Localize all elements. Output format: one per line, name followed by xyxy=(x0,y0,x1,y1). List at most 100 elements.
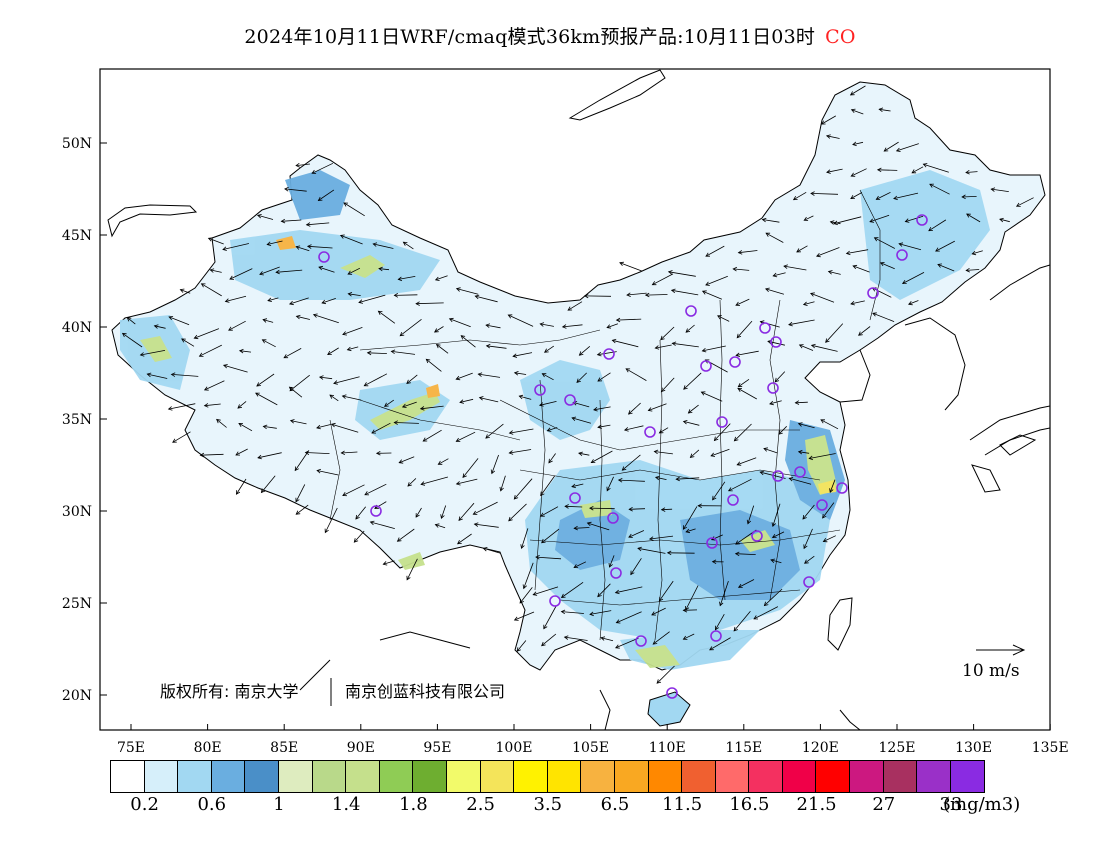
wind-arrowhead xyxy=(415,301,420,306)
wind-arrow xyxy=(311,162,334,174)
wind-arrow xyxy=(625,368,647,381)
wind-arrow xyxy=(571,483,584,488)
wind-arrowhead xyxy=(683,385,688,390)
wind-arrowhead xyxy=(199,452,205,458)
wind-arrow xyxy=(222,243,249,250)
wind-arrowhead xyxy=(567,306,573,311)
wind-arrowhead xyxy=(965,267,970,273)
colorbar-label: 27 xyxy=(872,794,896,815)
colorbar-label: 0.2 xyxy=(130,794,159,815)
title-text: 2024年10月11日WRF/cmaq模式36km预报产品:10月11日03时 xyxy=(244,26,816,48)
wind-arrowhead xyxy=(804,559,809,564)
wind-arrowhead xyxy=(207,237,213,242)
wind-arrow xyxy=(702,345,726,352)
wind-arrowhead xyxy=(266,241,272,246)
wind-arrow xyxy=(799,344,814,351)
wind-arrow xyxy=(483,547,501,554)
wind-arrowhead xyxy=(474,294,480,300)
wind-arrow xyxy=(825,323,844,343)
wind-arrow xyxy=(341,451,358,454)
wind-arrow xyxy=(876,191,891,200)
wind-arrow xyxy=(578,452,590,456)
wind-arrowhead xyxy=(237,404,242,409)
wind-arrow xyxy=(823,535,836,542)
wind-arrowhead xyxy=(656,679,662,684)
wind-arrowhead xyxy=(401,403,407,408)
colorbar-label: 1 xyxy=(273,794,285,815)
wind-arrowhead xyxy=(275,269,280,275)
wind-arrow xyxy=(850,192,863,199)
wind-arrowhead xyxy=(733,436,739,442)
wind-arrow xyxy=(810,193,839,195)
wind-arrowhead xyxy=(965,169,970,175)
wind-arrowhead xyxy=(597,424,602,429)
wind-arrowhead xyxy=(597,377,603,382)
wind-arrowhead xyxy=(316,468,322,474)
wind-arrowhead xyxy=(455,375,461,381)
wind-arrowhead xyxy=(198,352,204,357)
wind-arrowhead xyxy=(736,333,742,339)
colorbar-swatch xyxy=(950,761,985,792)
wind-arrow xyxy=(764,588,783,606)
station-marker xyxy=(610,567,622,579)
wind-arrow xyxy=(327,347,339,355)
wind-arrow xyxy=(547,427,558,432)
wind-arrow xyxy=(267,297,279,302)
wind-arrowhead xyxy=(770,558,775,563)
wind-arrowhead xyxy=(697,503,702,508)
colorbar-swatch xyxy=(413,761,447,792)
wind-arrow xyxy=(579,345,591,356)
wind-arrow xyxy=(628,402,641,415)
hainan-island xyxy=(647,691,691,727)
wind-arrowhead xyxy=(852,141,857,147)
wind-arrow xyxy=(229,268,253,280)
wind-arrowhead xyxy=(280,218,286,224)
wind-arrow xyxy=(340,235,363,245)
wind-arrow xyxy=(883,141,899,152)
station-markers xyxy=(318,214,928,699)
wind-arrowhead xyxy=(578,351,584,356)
wind-arrowhead xyxy=(798,344,804,349)
wind-arrow xyxy=(283,348,302,359)
wind-arrowhead xyxy=(485,434,490,439)
wind-arrowhead xyxy=(377,310,383,315)
wind-arrowhead xyxy=(802,301,808,306)
wind-arrow xyxy=(403,241,414,250)
wind-arrow xyxy=(347,267,361,275)
wind-arrowhead xyxy=(209,268,215,273)
wind-arrowhead xyxy=(433,328,439,333)
wind-arrow xyxy=(683,633,695,640)
wind-arrowhead xyxy=(619,261,624,267)
wind-arrowhead xyxy=(224,298,230,303)
wind-arrow xyxy=(294,450,310,471)
wind-arrowhead xyxy=(573,525,578,531)
wind-arrowhead xyxy=(630,570,635,576)
wind-arrowhead xyxy=(339,234,345,239)
wind-arrow xyxy=(399,456,415,464)
wind-arrowhead xyxy=(321,299,327,305)
wind-arrow xyxy=(561,611,584,614)
lon-label: 130E xyxy=(955,740,992,756)
wind-arrowhead xyxy=(712,495,717,501)
wind-arrowhead xyxy=(685,528,691,534)
station-marker xyxy=(564,394,576,406)
wind-arrow xyxy=(342,484,365,496)
wind-arrowhead xyxy=(382,561,388,566)
wind-arrow xyxy=(683,421,700,426)
wind-arrowhead xyxy=(883,147,889,152)
wind-arrow xyxy=(475,295,498,303)
wind-arrow xyxy=(645,294,668,296)
wind-arrowhead xyxy=(507,314,513,319)
wind-arrowhead xyxy=(822,513,827,519)
wind-arrow xyxy=(712,481,726,501)
wind-arrowhead xyxy=(794,400,800,405)
wind-arrowhead xyxy=(457,540,462,545)
wind-arrowhead xyxy=(228,326,233,331)
wind-arrowhead xyxy=(560,593,566,598)
wind-arrow xyxy=(966,213,981,223)
wind-arrow xyxy=(874,237,895,249)
station-marker xyxy=(759,322,771,334)
wind-arrow xyxy=(307,245,333,249)
wind-arrow xyxy=(651,607,666,616)
wind-arrow xyxy=(426,358,442,372)
